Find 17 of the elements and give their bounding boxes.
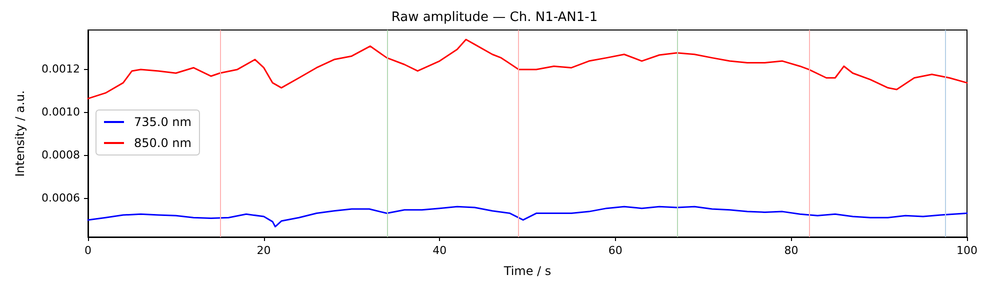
line-series [87,38,968,100]
y-tick-label: 0.0010 [42,105,80,118]
chart-title: Raw amplitude — Ch. N1-AN1-1 [391,10,598,25]
x-tick-label: 0 [84,244,92,257]
y-axis-title: Intensity / a.u. [13,90,27,177]
x-tick-label: 60 [608,244,622,257]
x-tick-label: 40 [432,244,447,257]
legend-label: 850.0 nm [134,136,192,150]
x-tick-label: 100 [956,244,978,257]
y-tick-label: 0.0012 [42,62,80,76]
legend-label: 735.0 nm [134,115,192,129]
x-tick-label: 20 [256,244,271,257]
x-axis-title: Time / s [502,264,552,278]
y-tick-label: 0.0008 [42,148,80,162]
line-series [87,206,968,228]
y-tick-label: 0.0006 [42,192,80,205]
x-tick-label: 80 [784,244,798,257]
